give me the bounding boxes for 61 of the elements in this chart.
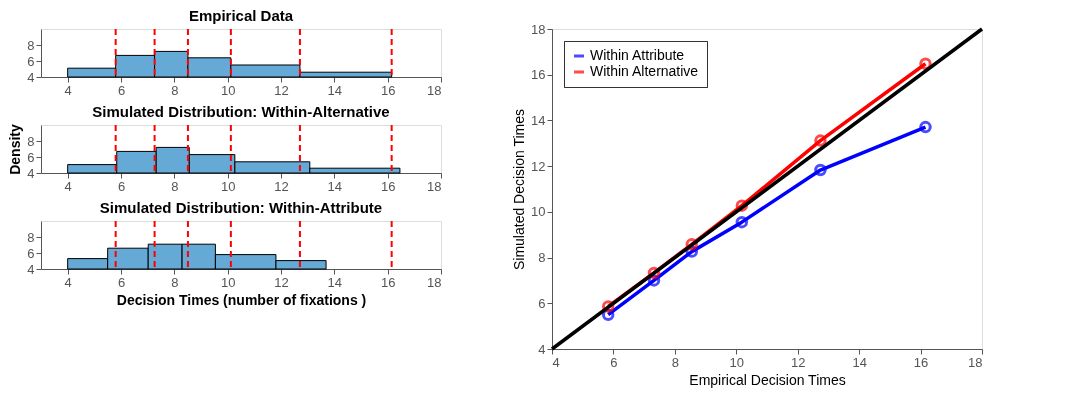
x-tick-label: 8 [671, 354, 679, 370]
x-tick-label: 4 [552, 354, 560, 370]
y-tick-label: 6 [27, 149, 35, 165]
x-tick-label: 10 [220, 82, 236, 98]
x-tick-label: 10 [729, 354, 745, 370]
y-tick-label: 4 [27, 261, 35, 277]
y-tick-label: 12 [531, 158, 546, 174]
x-tick-label: 16 [380, 82, 396, 98]
x-tick-label: 16 [380, 274, 396, 290]
y-tick-label: 4 [538, 341, 546, 357]
x-tick-label: 6 [117, 274, 126, 290]
y-tick-label: 8 [27, 133, 35, 149]
x-tick-label: 18 [427, 274, 442, 290]
y-tick-label: 18 [531, 21, 546, 37]
y-tick-label: 8 [538, 250, 546, 266]
x-tick-label: 8 [171, 274, 179, 290]
y-tick-label: 6 [27, 245, 35, 261]
x-tick-label: 8 [171, 178, 179, 194]
x-tick-label: 18 [427, 178, 442, 194]
x-tick-label: 10 [220, 178, 236, 194]
y-tick-label: 8 [27, 229, 35, 245]
x-tick-label: 4 [64, 82, 72, 98]
y-tick-label: 16 [531, 67, 546, 83]
y-tick-label: 10 [531, 204, 546, 220]
x-tick-label: 6 [117, 82, 126, 98]
x-axis-title: Decision Times (number of fixations ) [116, 291, 367, 308]
point [814, 134, 827, 147]
legend-label: Within Attribute [590, 47, 685, 63]
x-tick-label: 18 [427, 82, 442, 98]
x-tick-label: 6 [610, 354, 618, 370]
chart-title: Simulated Distribution: Within-Attribute [99, 199, 383, 216]
x-tick-label: 10 [220, 274, 236, 290]
x-tick-label: 14 [852, 354, 867, 370]
x-tick-label: 14 [327, 178, 343, 194]
x-tick-label: 12 [274, 178, 289, 194]
x-tick-label: 8 [171, 82, 179, 98]
x-tick-label: 16 [380, 178, 396, 194]
chart-title: Empirical Data [188, 7, 294, 24]
y-axis-title: Density [7, 124, 24, 175]
x-tick-label: 4 [64, 274, 72, 290]
chart-title: Simulated Distribution: Within-Alternative [92, 102, 390, 120]
x-tick-label: 14 [327, 274, 343, 290]
point [735, 215, 749, 229]
x-tick-label: 12 [274, 274, 289, 290]
x-tick-label: 12 [790, 354, 806, 370]
y-tick-label: 4 [27, 69, 35, 85]
x-axis-title: Empirical Decision Times [689, 371, 846, 388]
x-tick-label: 6 [117, 178, 126, 194]
y-tick-label: 6 [27, 53, 35, 69]
legend-label: Within Alternative [590, 63, 699, 79]
y-tick-label: 14 [531, 112, 546, 128]
y-tick-label: 8 [27, 37, 35, 53]
x-tick-label: 12 [274, 82, 289, 98]
y-tick-label: 6 [538, 295, 546, 311]
point [814, 163, 827, 177]
x-tick-label: 18 [968, 354, 983, 370]
y-tick-label: 4 [27, 165, 35, 181]
x-tick-label: 14 [327, 82, 343, 98]
x-tick-label: 4 [64, 178, 72, 194]
x-tick-label: 16 [913, 354, 929, 370]
y-axis-title: Simulated Decision Times [511, 108, 528, 271]
